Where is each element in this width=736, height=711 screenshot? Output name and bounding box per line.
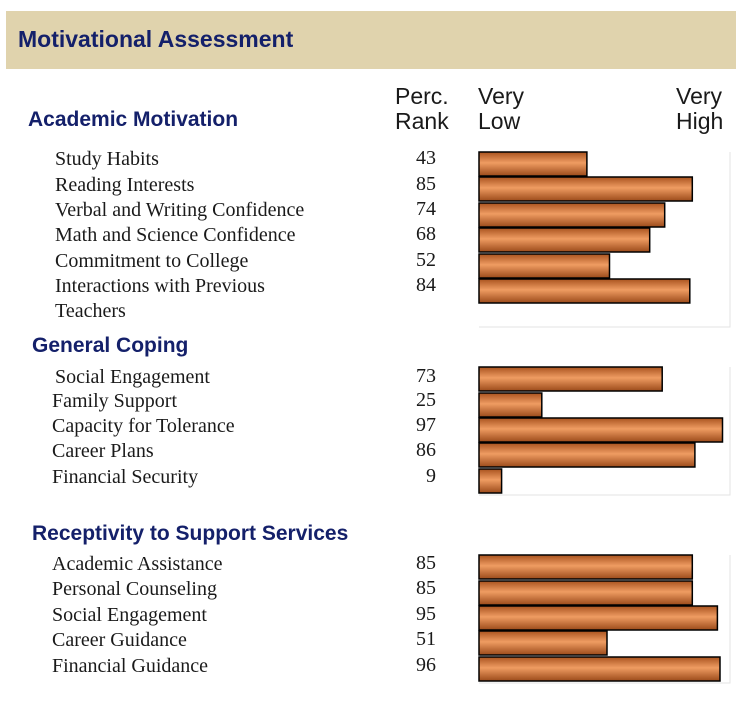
row-value: 9: [426, 465, 436, 487]
section-title-receptivity: Receptivity to Support Services: [32, 522, 349, 545]
row-value: 86: [416, 439, 436, 461]
row-label: Interactions with Previous Teachers: [55, 275, 265, 322]
bar-panel-edge: [479, 367, 731, 496]
row-label: Personal Counseling: [52, 578, 217, 600]
bar-social-engagement: [478, 366, 663, 392]
bar-financial-guidance: [478, 656, 721, 682]
row-value: 85: [416, 552, 436, 574]
bar-career-plans: [478, 442, 696, 468]
very-low-header-line2: Low: [478, 108, 521, 134]
section-title-academic-motivation: Academic Motivation: [28, 108, 239, 131]
row-value: 25: [416, 389, 436, 411]
row-label: Financial Security: [52, 466, 199, 488]
page-title: Motivational Assessment: [18, 26, 294, 52]
row-value: 52: [416, 249, 436, 271]
bar-personal-counseling: [478, 580, 694, 606]
row-label: Social Engagement: [52, 604, 207, 626]
bar-interactions-with-previous-teachers: [478, 278, 691, 304]
row-label: Family Support: [52, 390, 178, 412]
bar-social-engagement: [478, 605, 719, 631]
bar-study-habits: [478, 151, 588, 177]
row-label: Verbal and Writing Confidence: [55, 199, 305, 221]
row-label: Career Guidance: [52, 629, 187, 651]
bar-family-support: [478, 392, 543, 418]
row-value: 74: [416, 198, 436, 220]
row-value: 73: [416, 365, 436, 387]
row-value: 95: [416, 603, 436, 625]
row-label: Social Engagement: [55, 366, 210, 388]
row-value: 96: [416, 654, 436, 676]
bar-panel-edge: [479, 152, 731, 328]
section-title-general-coping: General Coping: [32, 334, 189, 357]
very-high-header-line2: High: [676, 108, 724, 134]
row-value: 97: [416, 414, 436, 436]
row-value: 68: [416, 223, 436, 245]
row-value: 85: [416, 173, 436, 195]
bar-panel-edge: [479, 555, 731, 684]
row-label: Capacity for Tolerance: [52, 415, 235, 437]
very-low-header-line1: Very: [478, 83, 525, 109]
bar-math-and-science-confidence: [478, 227, 651, 253]
row-value: 85: [416, 577, 436, 599]
row-value: 43: [416, 147, 436, 169]
header-banner: Motivational Assessment: [6, 11, 736, 69]
row-label: Career Plans: [52, 440, 154, 462]
very-high-header-line1: Very: [676, 83, 723, 109]
row-value: 84: [416, 274, 436, 296]
bar-reading-interests: [478, 176, 694, 202]
row-value: 51: [416, 628, 436, 650]
row-label: Study Habits: [55, 148, 159, 170]
bar-academic-assistance: [478, 554, 694, 580]
row-label: Financial Guidance: [52, 655, 209, 677]
row-label: Academic Assistance: [52, 553, 223, 575]
row-label: Commitment to College: [55, 250, 249, 272]
bar-commitment-to-college: [478, 253, 611, 279]
row-label: Math and Science Confidence: [55, 224, 296, 246]
row-label: Reading Interests: [55, 174, 195, 196]
bar-capacity-for-tolerance: [478, 417, 724, 443]
bar-verbal-and-writing-confidence: [478, 202, 666, 228]
bar-financial-security: [478, 468, 503, 494]
bar-career-guidance: [478, 630, 608, 656]
rank-header-line1: Perc.: [395, 83, 449, 109]
rank-header-line2: Rank: [395, 108, 449, 134]
